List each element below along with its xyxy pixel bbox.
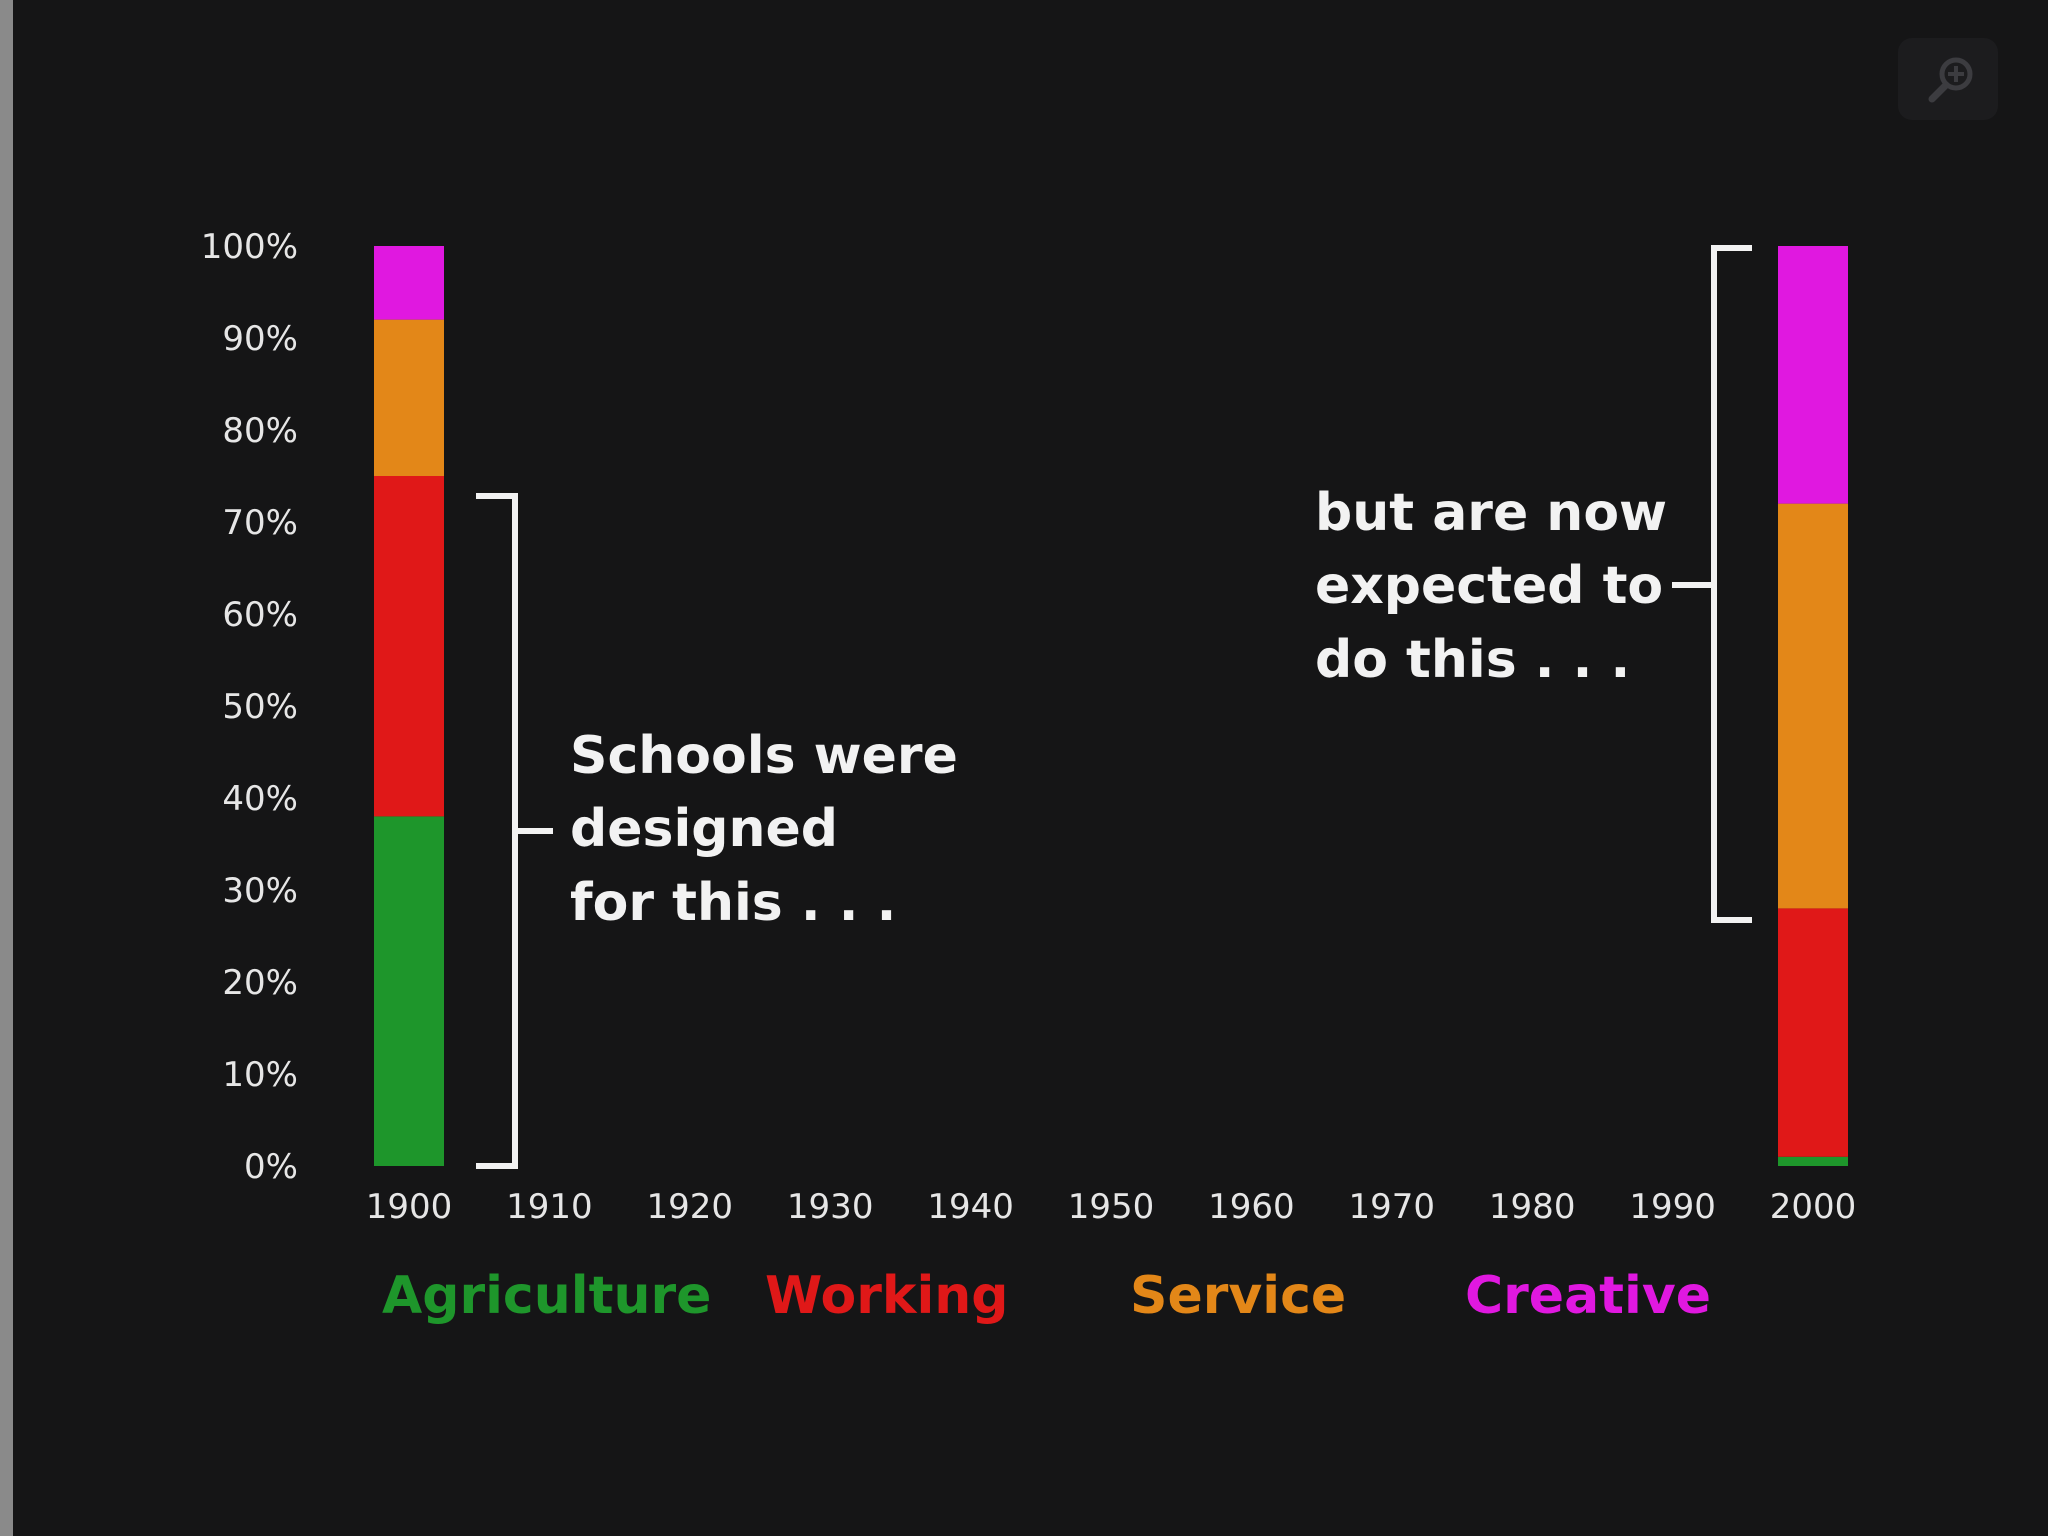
bar-segment-service-1900 [374,319,444,476]
x-tick-label: 1950 [1068,1187,1155,1227]
bar-segment-working-1900 [374,476,444,817]
callout-1900-line-2: designed [570,799,838,859]
zoom-in-icon [1928,57,1973,103]
x-tick-label: 1960 [1208,1187,1295,1227]
bar-segment-agriculture-1900 [374,816,444,1166]
legend-service: Service [1130,1266,1346,1326]
x-tick-label: 1940 [927,1187,1014,1227]
x-tick-label: 1920 [647,1187,734,1227]
window-edge [0,0,13,1536]
y-tick-label: 20% [222,963,298,1003]
x-axis-ticks: 1900 1910 1920 1930 1940 1950 1960 1970 1980 1990… [366,1187,1857,1227]
callout-2000-line-2: expected to [1315,556,1663,616]
y-tick-label: 100% [201,227,298,267]
x-tick-label: 1910 [506,1187,593,1227]
x-tick-label: 1930 [787,1187,874,1227]
bar-segment-agriculture-2000 [1778,1156,1848,1166]
bar-segment-creative-1900 [374,246,444,320]
y-tick-label: 70% [222,503,298,543]
legend-creative: Creative [1465,1266,1711,1326]
x-tick-label: 1990 [1629,1187,1716,1227]
y-tick-label: 90% [222,319,298,359]
y-tick-label: 40% [222,779,298,819]
y-tick-label: 0% [244,1147,298,1187]
x-tick-label: 1970 [1349,1187,1436,1227]
callout-2000: but are now expected to do this . . . [1315,483,1685,690]
x-tick-label: 2000 [1770,1187,1857,1227]
callout-1900-line-1: Schools were [570,726,958,786]
legend: Agriculture Working Service Creative [382,1266,1711,1326]
callout-1900: Schools were designed for this . . . [570,726,976,933]
zoom-button[interactable] [1898,38,1998,120]
legend-working: Working [765,1266,1009,1326]
y-tick-label: 30% [222,871,298,911]
bracket-2000 [1672,245,1752,923]
legend-agriculture: Agriculture [382,1266,711,1326]
bracket-1900 [476,493,553,1169]
callout-1900-line-3: for this . . . [570,873,896,933]
bar-segment-service-2000 [1778,503,1848,909]
y-tick-label: 60% [222,595,298,635]
bars [374,246,1848,1166]
callout-2000-line-3: do this . . . [1315,630,1630,690]
callout-2000-line-1: but are now [1315,483,1667,543]
x-tick-label: 1900 [366,1187,453,1227]
y-tick-label: 10% [222,1055,298,1095]
y-axis-ticks: 0% 10% 20% 30% 40% 50% 60% 70% 80% 90% 100% [201,227,298,1187]
bar-segment-working-2000 [1778,908,1848,1157]
y-tick-label: 50% [222,687,298,727]
x-tick-label: 1980 [1489,1187,1576,1227]
bar-segment-creative-2000 [1778,246,1848,504]
y-tick-label: 80% [222,411,298,451]
